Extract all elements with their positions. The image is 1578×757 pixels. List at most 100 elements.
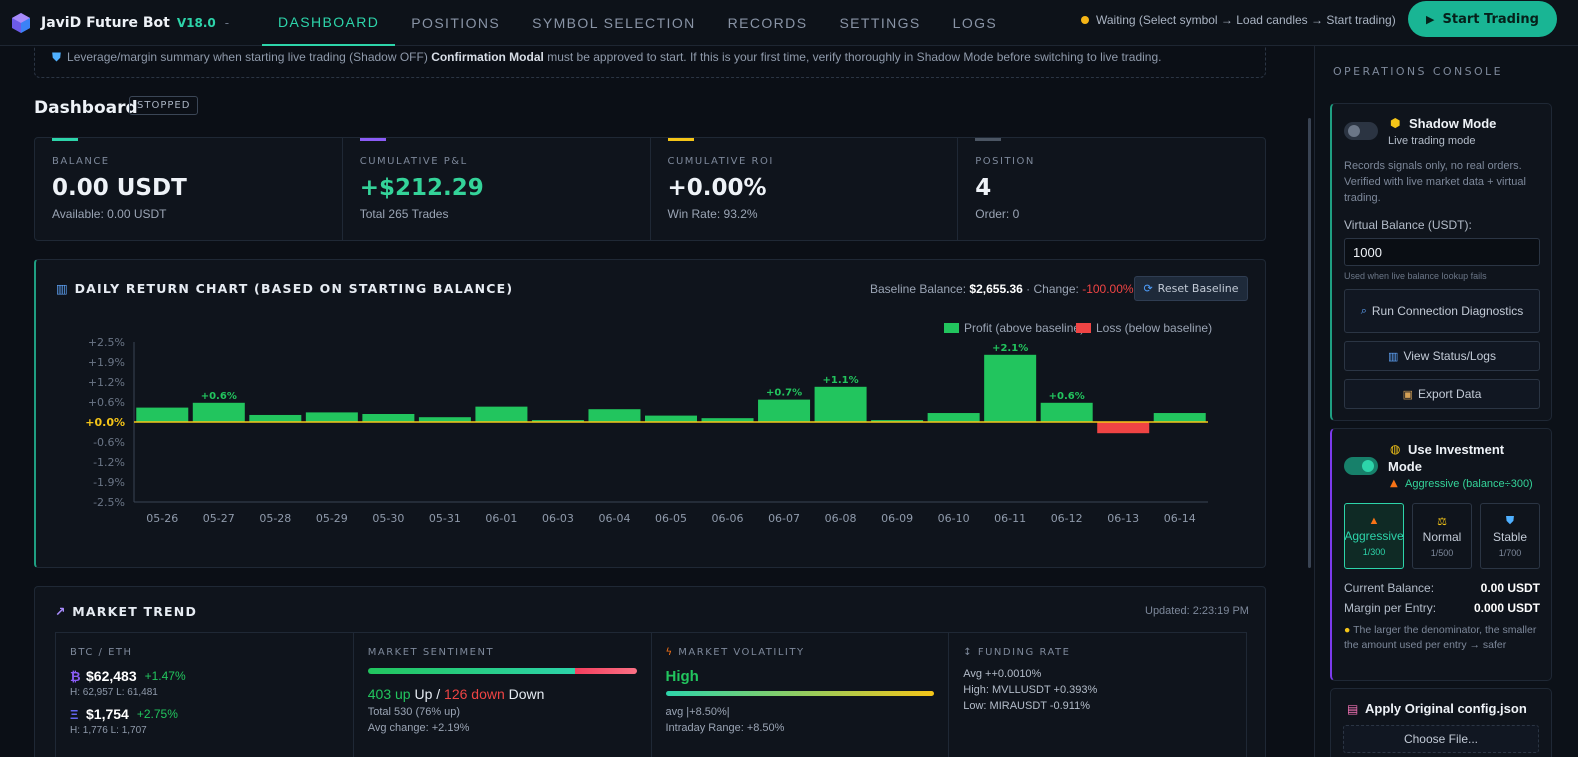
stat-accent (975, 138, 1002, 141)
tab-logs[interactable]: LOGS (952, 14, 998, 31)
change-label: · Change: (1026, 282, 1079, 296)
stat-value: 0.00 USDT (52, 175, 187, 201)
run-diagnostics-button[interactable]: ⌕ Run Connection Diagnostics (1344, 289, 1540, 333)
baseline-info: Baseline Balance: $2,655.36 · Change: -1… (870, 282, 1134, 296)
volatility-label-row: ϟ MARKET VOLATILITY (666, 647, 935, 658)
export-data-label: Export Data (1418, 387, 1482, 401)
investment-mode-toggle[interactable] (1344, 457, 1378, 475)
export-data-button[interactable]: ▣ Export Data (1344, 379, 1540, 409)
x-tick-label: 06-01 (485, 512, 517, 525)
status-badge: STOPPED (129, 96, 199, 115)
x-tick-label: 06-04 (598, 512, 630, 525)
shadow-mode-toggle[interactable] (1344, 122, 1378, 140)
start-trading-button[interactable]: ▶ Start Trading (1408, 1, 1557, 37)
chart-bar (249, 414, 302, 422)
chart-bar (758, 399, 811, 422)
market-trend-title-text: MARKET TREND (72, 604, 198, 619)
chart-bar (1153, 413, 1206, 422)
market-trend-grid: BTC / ETH ₿ $62,483 +1.47% H: 62,957 L: … (55, 632, 1247, 757)
stat-value: +$212.29 (359, 175, 484, 201)
legend-label-profit: Profit (above baseline) (964, 321, 1084, 335)
virtual-balance-hint: Used when live balance lookup fails (1344, 271, 1487, 281)
chart-bar (418, 417, 471, 422)
main-scrollbar[interactable] (1308, 118, 1311, 568)
sentiment-up-word: Up (414, 686, 433, 702)
fire-icon: ▲ (1390, 478, 1398, 489)
apply-config-title: Apply Original config.json (1365, 701, 1527, 716)
funding-label: FUNDING RATE (977, 647, 1071, 658)
money-bag-icon: ◍ (1390, 442, 1401, 456)
play-icon: ▶ (1426, 12, 1435, 26)
stat-sub: Win Rate: 93.2% (667, 207, 758, 221)
reset-baseline-label: Reset Baseline (1157, 282, 1239, 295)
scale-icon: ⚖ (1437, 515, 1447, 528)
btc-high-low: H: 62,957 L: 61,481 (70, 687, 158, 698)
mode-stable-button[interactable]: ⛊ Stable 1/700 (1480, 503, 1540, 569)
sentiment-separator: / (436, 686, 441, 702)
y-tick-label: -1.9% (93, 476, 125, 489)
tab-settings[interactable]: SETTINGS (839, 14, 921, 31)
sentiment-summary: 403 up Up / 126 down Down (368, 686, 637, 702)
choose-file-button[interactable]: Choose File... (1343, 725, 1539, 753)
funding-avg: Avg ++0.0010% (963, 668, 1042, 680)
mode-name: Normal (1422, 529, 1462, 544)
sentiment-down-word: Down (508, 686, 545, 702)
chart-bar (588, 409, 641, 422)
x-tick-label: 06-14 (1164, 512, 1196, 525)
shadow-mode-subtitle: Live trading mode (1388, 135, 1476, 147)
bar-chart-icon: ▥ (56, 281, 70, 296)
btc-eth-label: BTC / ETH (70, 647, 133, 658)
notice-text-after: must be approved to start. If this is yo… (547, 50, 1162, 64)
mode-aggressive-button[interactable]: ▲ Aggressive 1/300 (1344, 503, 1404, 569)
investment-tip-text: The larger the denominator, the smaller … (1344, 624, 1537, 651)
investment-mode-title: Use Investment Mode (1388, 442, 1505, 474)
tab-dashboard[interactable]: DASHBOARD (262, 0, 396, 46)
volatility-value: High (665, 668, 699, 685)
y-tick-label: -2.5% (93, 496, 125, 509)
chart-bar (644, 415, 698, 422)
data-label: +0.6% (1049, 391, 1085, 402)
main-content: ⛊ Leverage/margin summary when starting l… (0, 46, 1314, 757)
package-icon: ▣ (1402, 388, 1414, 401)
margin-per-entry-label: Margin per Entry: (1344, 601, 1437, 615)
chart-bar (701, 418, 754, 422)
stat-accent (667, 138, 694, 141)
app-name: JaviD Future Bot (41, 14, 170, 31)
stat-label: BALANCE (52, 156, 110, 167)
market-trend-card: ↗ MARKET TREND Updated: 2:23:19 PM BTC /… (34, 586, 1266, 757)
x-tick-label: 06-06 (712, 512, 744, 525)
page-title: Dashboard (34, 98, 138, 118)
shield-icon: ⛊ (1505, 514, 1515, 527)
stats-row: BALANCE 0.00 USDT Available: 0.00 USDT C… (34, 137, 1266, 241)
investment-mode-subtitle: Aggressive (balance÷300) (1405, 478, 1533, 490)
x-tick-label: 06-10 (938, 512, 970, 525)
volatility-avg: avg |+8.50%| (665, 706, 730, 718)
reset-baseline-button[interactable]: ⟳ Reset Baseline (1134, 276, 1248, 301)
tab-symbol-selection[interactable]: SYMBOL SELECTION (532, 14, 696, 31)
tab-positions[interactable]: POSITIONS (411, 14, 501, 31)
funding-rate-panel: ↕ FUNDING RATE Avg ++0.0010% High: MVLLU… (949, 633, 1246, 757)
virtual-balance-input[interactable] (1344, 238, 1540, 266)
data-label: +2.1% (992, 343, 1028, 354)
start-trading-label: Start Trading (1442, 11, 1539, 27)
view-status-logs-button[interactable]: ▥ View Status/Logs (1344, 341, 1540, 371)
brand: JaviD Future Bot V18.0 - (0, 12, 262, 34)
baseline-label: Baseline Balance: (870, 282, 967, 296)
x-tick-label: 06-09 (881, 512, 913, 525)
stat-cumulative-roi: CUMULATIVE ROI +0.00% Win Rate: 93.2% (651, 138, 959, 240)
tab-records[interactable]: RECORDS (727, 14, 808, 31)
status-dot-icon (1081, 16, 1089, 24)
x-tick-label: 06-05 (655, 512, 687, 525)
sentiment-bar (367, 668, 637, 674)
change-value: -100.00% (1082, 282, 1134, 296)
x-tick-label: 05-31 (429, 512, 461, 525)
sentiment-up-count: 403 up (367, 686, 411, 702)
mode-normal-button[interactable]: ⚖ Normal 1/500 (1412, 503, 1472, 569)
daily-return-chart-card: +2.5% +1.9% +1.2% +0.6% +0.0% -0.6% -1.2% -1.9%… (34, 259, 1266, 568)
sentiment-avg: Avg change: +2.19% (367, 722, 470, 734)
app-version: V18.0 (176, 15, 216, 30)
view-status-logs-label: View Status/Logs (1403, 349, 1496, 363)
updated-time: Updated: 2:23:19 PM (1145, 605, 1249, 617)
margin-per-entry-value: 0.000 USDT (1473, 601, 1540, 615)
sentiment-label: MARKET SENTIMENT (367, 647, 495, 658)
